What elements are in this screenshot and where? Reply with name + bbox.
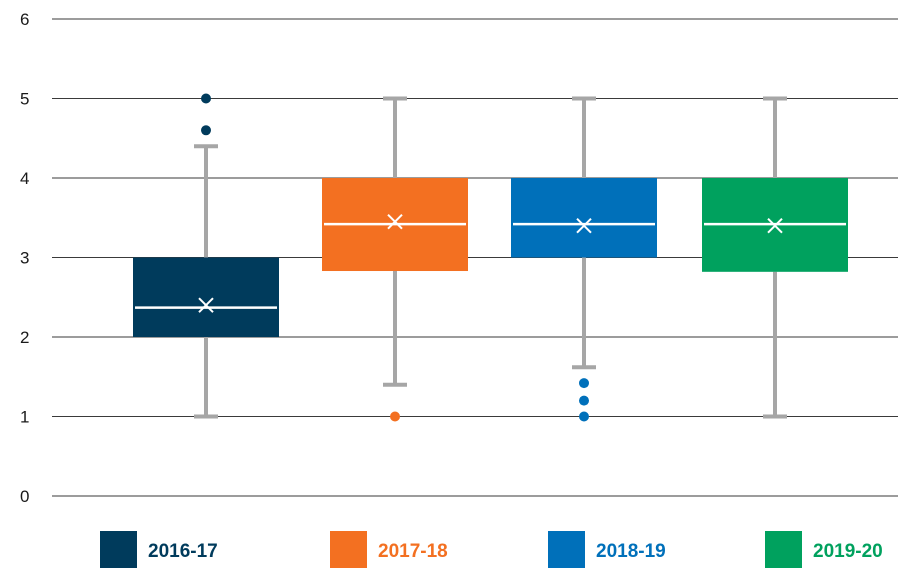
y-axis-tick-labels: 0 1 2 3 4 5 6: [20, 10, 29, 506]
outlier-point: [201, 125, 211, 136]
legend-swatch: [330, 531, 367, 568]
legend-item-2017-18: 2017-18: [330, 531, 448, 568]
box-series: [133, 93, 848, 422]
legend: 2016-17 2017-18 2018-19 2019-20: [100, 531, 883, 568]
mean-marker: [767, 217, 783, 234]
y-tick-label-0: 0: [20, 487, 29, 506]
mean-marker-stroke-b: [767, 217, 783, 234]
outlier-point: [579, 378, 589, 389]
legend-item-2018-19: 2018-19: [548, 531, 666, 568]
iqr-box: [511, 178, 657, 258]
outlier-point: [579, 411, 589, 422]
legend-item-2016-17: 2016-17: [100, 531, 218, 568]
y-tick-label-3: 3: [20, 249, 29, 268]
box-2018-19: [511, 96, 657, 422]
box-2019-20: [702, 96, 848, 419]
iqr-box: [133, 257, 279, 337]
legend-item-2019-20: 2019-20: [765, 531, 883, 568]
mean-marker: [576, 217, 592, 234]
y-tick-label-5: 5: [20, 90, 29, 109]
outlier-point: [201, 93, 211, 104]
mean-marker-stroke-b: [387, 214, 403, 230]
legend-label: 2018-19: [596, 541, 666, 562]
outlier-point: [390, 411, 400, 422]
legend-swatch: [765, 531, 802, 568]
legend-swatch: [100, 531, 137, 568]
legend-swatch: [548, 531, 585, 568]
mean-marker-stroke-b: [198, 297, 214, 313]
legend-label: 2017-18: [378, 541, 448, 562]
y-tick-label-1: 1: [20, 408, 29, 427]
y-tick-label-6: 6: [20, 10, 29, 29]
legend-label: 2019-20: [813, 541, 883, 562]
y-tick-label-4: 4: [20, 169, 29, 188]
mean-marker: [198, 297, 214, 313]
outlier-point: [579, 395, 589, 406]
legend-label: 2016-17: [148, 541, 218, 562]
mean-marker-stroke-b: [576, 217, 592, 234]
box-2017-18: [322, 96, 468, 422]
box-2016-17: [133, 93, 279, 419]
y-tick-label-2: 2: [20, 328, 29, 347]
mean-marker: [387, 214, 403, 230]
